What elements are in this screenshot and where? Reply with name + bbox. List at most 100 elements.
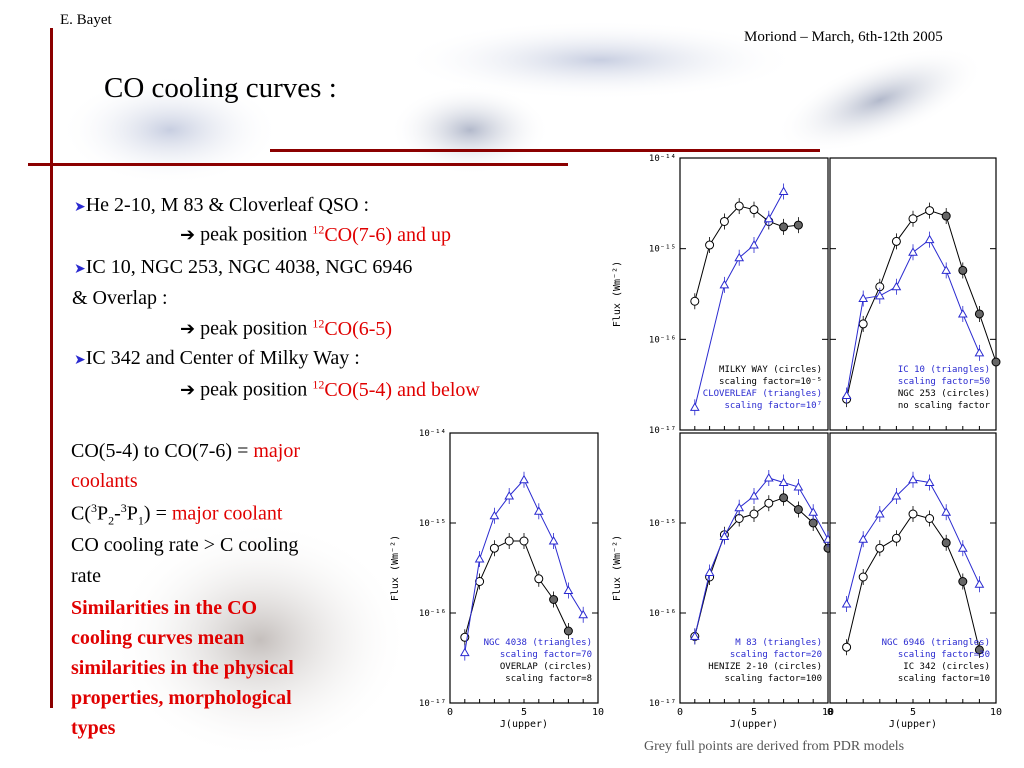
circle-point (793, 220, 803, 230)
footer-note: Grey full points are derived from PDR mo… (644, 739, 905, 754)
y-tick-label: 10⁻¹⁴ (649, 154, 676, 164)
circle-point (719, 216, 729, 226)
legend-label: OVERLAP (circles) (500, 662, 592, 672)
triangle-point (719, 279, 730, 289)
circle-point (941, 211, 951, 221)
legend-label: M 83 (triangles) (735, 638, 822, 648)
y-axis-label: Flux (Wm⁻²) (612, 261, 623, 327)
x-tick-label: 5 (521, 707, 527, 718)
legend-label: scaling factor=10⁷ (724, 401, 822, 411)
circle-point (842, 642, 852, 652)
circle-point (974, 309, 984, 319)
triangle-point (793, 481, 804, 491)
x-tick-label: 10 (990, 707, 1002, 718)
circle-point (734, 201, 744, 211)
similarity-line-5: types (71, 717, 116, 739)
triangle-point (957, 543, 968, 552)
triangle-point (957, 308, 968, 318)
similarity-line-2: cooling curves mean (71, 627, 245, 649)
bullet-1-peak: ➔ peak position 12CO(7-6) and up (180, 222, 451, 246)
legend-label: NGC 253 (circles) (898, 389, 990, 399)
circle-series-line (694, 497, 829, 637)
circle-point (690, 296, 700, 306)
right-arrow-icon: ➔ (180, 379, 196, 401)
x-axis-label: J(upper) (500, 719, 548, 730)
left-rule (50, 28, 53, 708)
circle-point (705, 240, 715, 250)
legend-label: CLOVERLEAF (triangles) (703, 389, 822, 399)
right-arrow-icon: ➔ (180, 224, 196, 246)
y-tick-label: 10⁻¹⁶ (649, 335, 676, 345)
triangle-point (778, 477, 789, 486)
triangle-point (734, 502, 745, 512)
legend-label: scaling factor=20 (730, 650, 822, 660)
triangle-point (578, 609, 589, 619)
triangle-point (504, 490, 515, 500)
x-axis-label: J(upper) (730, 719, 778, 730)
chart-frame (829, 157, 997, 431)
circle-point (958, 577, 968, 586)
circle-point (974, 645, 984, 655)
circle-point (764, 498, 774, 508)
triangle-point (563, 585, 574, 594)
triangle-point (474, 553, 485, 563)
y-axis-label: Flux (Wm⁻²) (390, 535, 401, 601)
legend-label: no scaling factor (898, 401, 991, 411)
bullet-arrow-icon: ➤ (74, 200, 86, 215)
circle-point (908, 509, 918, 519)
triangle-point (533, 506, 544, 515)
triangle-point (749, 490, 759, 500)
circle-point (891, 236, 901, 246)
legend-label: scaling factor=100 (724, 674, 822, 684)
triangle-point (891, 490, 902, 500)
bullet-3: ➤IC 342 and Center of Milky Way : (74, 347, 360, 369)
triangle-point (778, 186, 789, 196)
rate-line: CO cooling rate > C cooling (71, 534, 299, 556)
triangle-series-line (694, 191, 785, 408)
x-tick-label: 5 (910, 707, 916, 718)
circle-point (489, 543, 499, 553)
triangle-point (763, 472, 774, 482)
circle-point (504, 536, 514, 546)
circle-point (519, 536, 529, 546)
title-rule-lower (28, 163, 568, 166)
x-tick-label: 0 (447, 707, 453, 718)
y-tick-label: 10⁻¹⁶ (649, 609, 676, 619)
circle-point (749, 205, 759, 215)
x-axis-label: J(upper) (889, 719, 937, 730)
triangle-point (858, 293, 869, 303)
y-tick-label: 10⁻¹⁷ (649, 426, 676, 436)
y-tick-label: 10⁻¹⁶ (419, 609, 446, 619)
x-tick-label: 5 (751, 707, 757, 718)
circle-point (549, 595, 559, 604)
triangle-point (924, 234, 935, 244)
circle-point (875, 543, 885, 553)
x-tick-label: 0 (827, 707, 833, 718)
slide-title: CO cooling curves : (104, 72, 337, 104)
similarity-line-4: properties, morphological (71, 687, 292, 709)
circle-point (925, 206, 935, 216)
x-tick-label: 0 (677, 707, 683, 718)
triangle-point (974, 347, 985, 357)
triangle-point (704, 567, 715, 576)
y-tick-label: 10⁻¹⁵ (649, 519, 676, 529)
y-axis-label: Flux (Wm⁻²) (612, 535, 623, 601)
y-tick-label: 10⁻¹⁵ (649, 245, 676, 255)
circle-point (779, 222, 789, 232)
triangle-point (908, 247, 918, 256)
legend-label: scaling factor=8 (505, 674, 592, 684)
circle-point (925, 514, 935, 523)
triangle-point (974, 579, 985, 588)
legend-label: MILKY WAY (circles) (719, 365, 822, 375)
bullet-3-peak: ➔ peak position 12CO(5-4) and below (180, 377, 480, 401)
bullet-arrow-icon: ➤ (74, 353, 86, 368)
triangle-point (459, 647, 470, 657)
triangle-point (924, 477, 935, 486)
circle-point (941, 538, 951, 548)
triangle-point (719, 531, 730, 540)
triangle-point (749, 240, 759, 249)
triangle-point (891, 281, 902, 291)
triangle-point (689, 402, 700, 411)
